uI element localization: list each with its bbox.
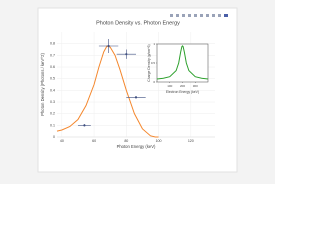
inset-frame xyxy=(156,43,209,83)
data-point xyxy=(125,53,128,56)
data-point xyxy=(83,124,86,127)
x-tick-label: 100 xyxy=(167,84,172,88)
chart-title: Photon Density vs. Photon Energy xyxy=(96,20,180,26)
modebar-button[interactable] xyxy=(176,14,179,17)
modebar-button[interactable] xyxy=(188,14,191,17)
y-tick-label: 1 xyxy=(153,42,155,46)
y-axis-title: Photon Density (Photons / keV^2) xyxy=(40,53,45,116)
data-line xyxy=(156,45,209,80)
y-tick-label: 0.7 xyxy=(50,53,55,57)
y-tick-label: 0.2 xyxy=(50,112,55,116)
y-tick-label: 0.8 xyxy=(50,42,55,46)
data-point xyxy=(134,96,138,99)
modebar-button[interactable] xyxy=(170,14,173,17)
y-tick-label: 0.3 xyxy=(50,100,55,104)
y-tick-label: 0.4 xyxy=(50,88,55,92)
data-point xyxy=(107,44,110,48)
y-tick-label: 0.1 xyxy=(50,123,55,127)
y-tick-label: 0.5 xyxy=(50,77,55,81)
x-axis-title: Photon Energy (keV) xyxy=(117,144,156,149)
modebar-button[interactable] xyxy=(212,14,215,17)
y-axis-title: Charge Density (g/cm^3) xyxy=(147,44,151,81)
modebar-logo[interactable] xyxy=(224,14,228,17)
x-axis-title: Electron Energy (keV) xyxy=(166,90,199,94)
x-tick-label: 60 xyxy=(92,139,96,143)
x-tick-label: 120 xyxy=(188,139,194,143)
y-tick-label: 0.5 xyxy=(151,61,156,65)
screenshot: Photon Density vs. Photon Energy 0 0.1 0.2… xyxy=(0,0,275,184)
x-tick-label: 300 xyxy=(193,84,198,88)
modebar-button[interactable] xyxy=(194,14,197,17)
x-tick-label: 200 xyxy=(180,84,185,88)
y-tick-label: 0.6 xyxy=(50,65,55,69)
modebar-button[interactable] xyxy=(182,14,185,17)
modebar xyxy=(170,14,228,17)
x-tick-label: 100 xyxy=(156,139,162,143)
modebar-button[interactable] xyxy=(218,14,221,17)
y-tick-label: 0 xyxy=(53,135,55,139)
modebar-button[interactable] xyxy=(200,14,203,17)
chart-card xyxy=(37,7,238,173)
x-tick-label: 80 xyxy=(124,139,128,143)
x-tick-label: 40 xyxy=(60,139,64,143)
y-tick-label: 0 xyxy=(153,80,155,84)
modebar-button[interactable] xyxy=(206,14,209,17)
